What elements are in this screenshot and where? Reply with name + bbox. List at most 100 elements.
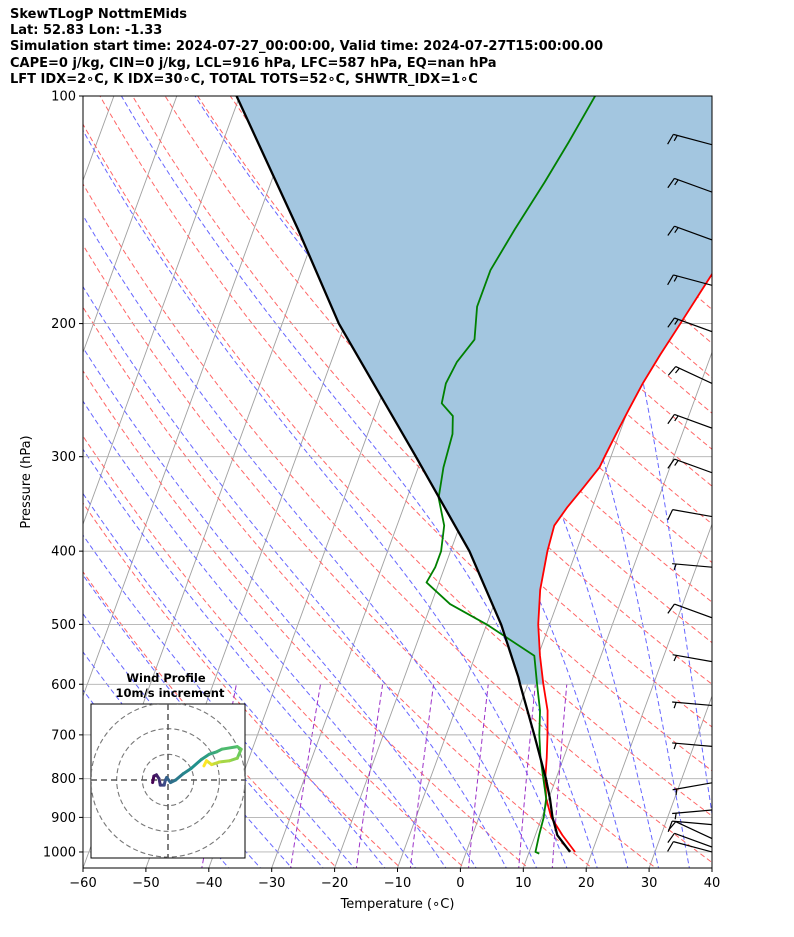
- x-tick-label: 10: [515, 876, 532, 891]
- hodograph-segment: [199, 752, 211, 761]
- wind-barb: [667, 458, 712, 474]
- y-tick-label: 500: [51, 618, 76, 633]
- wind-barb: [672, 782, 712, 796]
- wind-barb: [672, 809, 712, 820]
- hodograph-segment: [235, 747, 243, 760]
- wind-barb-staff: [674, 317, 712, 333]
- wind-barb-flag: [667, 841, 674, 852]
- y-axis-ticks: 1000 900 800 700 600 500 400 300 200 100: [43, 90, 83, 860]
- mixing-ratio-line: [551, 684, 568, 868]
- moist-adiabat-line: [83, 534, 355, 868]
- wind-barb-half-flag: [673, 655, 678, 662]
- x-tick-label: −60: [69, 876, 96, 891]
- dry-adiabat-line: [83, 502, 402, 868]
- wind-barb: [667, 225, 712, 241]
- y-tick-label: 300: [51, 450, 76, 465]
- wind-barb: [667, 820, 712, 833]
- cape-shade: [236, 96, 712, 685]
- x-tick-label: 30: [641, 876, 658, 891]
- wind-barb-flag: [667, 458, 675, 469]
- dry-adiabat-line: [99, 96, 712, 772]
- hodograph-segment: [217, 759, 232, 764]
- wind-barb: [667, 841, 712, 853]
- wind-barb-flag: [667, 134, 674, 145]
- moist-adiabat-line: [83, 448, 417, 868]
- x-axis-ticks: −60 −50 −40 −30 −20 −10 0 10 20 30 40: [69, 868, 720, 891]
- y-tick-label: 900: [51, 811, 76, 826]
- isotherm-line: [711, 866, 712, 868]
- wind-barb-half-flag: [673, 135, 678, 142]
- wind-barb-half-flag: [674, 179, 679, 186]
- wind-barb-staff: [672, 782, 712, 791]
- hodograph-segment: [181, 766, 193, 776]
- wind-barb-half-flag: [674, 319, 679, 325]
- mixing-ratio-line: [290, 684, 322, 868]
- wind-barb: [667, 832, 712, 848]
- mixing-ratio-line: [355, 684, 384, 868]
- wind-barb-staff: [672, 509, 712, 518]
- wind-barb: [667, 133, 712, 146]
- x-tick-label: 40: [704, 876, 721, 891]
- moist-adiabat-line: [83, 285, 507, 868]
- wind-barb: [667, 509, 712, 521]
- station-title: SkewTLogP NottmEMids: [10, 7, 188, 22]
- wind-barb-half-flag: [674, 415, 679, 422]
- y-tick-label: 200: [51, 317, 76, 332]
- wind-barb: [672, 563, 712, 571]
- x-axis-label: Temperature (∘C): [340, 897, 455, 912]
- sounding-header: SkewTLogP NottmEMids Lat: 52.83 Lon: -1.…: [10, 7, 790, 88]
- wind-barbs: [667, 133, 712, 853]
- positive-area-shading: [236, 96, 712, 685]
- x-tick-label: 0: [456, 876, 464, 891]
- wind-barb-staff: [672, 820, 712, 826]
- temperature-line: [537, 272, 712, 853]
- moist-adiabat-line: [291, 96, 660, 868]
- wind-barb: [667, 413, 712, 429]
- moist-adiabat-line: [83, 400, 447, 868]
- parcel-line: [235, 96, 571, 853]
- wind-barb-flag: [667, 832, 675, 843]
- y-tick-label: 400: [51, 545, 76, 560]
- moist-adiabat-line: [83, 574, 324, 868]
- dry-adiabat-line: [392, 96, 712, 414]
- wind-barb-half-flag: [673, 275, 678, 282]
- wind-barb-staff: [672, 654, 712, 663]
- hodograph-segment: [189, 757, 203, 770]
- profile-lines: [235, 96, 712, 855]
- wind-barb-staff: [673, 133, 712, 146]
- hodograph-rings: [91, 704, 245, 858]
- moist-adiabat-line: [83, 346, 477, 868]
- wind-barb-flag: [667, 366, 677, 376]
- wind-barb-half-flag: [674, 813, 677, 820]
- wind-barb-half-flag: [674, 227, 679, 234]
- x-tick-label: 20: [578, 876, 595, 891]
- hodograph-segment: [202, 759, 208, 768]
- x-tick-label: −50: [132, 876, 159, 891]
- mixing-ratio-line: [409, 684, 435, 868]
- wind-barb-half-flag: [674, 460, 679, 466]
- x-tick-label: −10: [384, 876, 411, 891]
- wind-barb-staff: [675, 365, 712, 384]
- dry-adiabat-line: [131, 96, 712, 728]
- y-tick-label: 100: [51, 90, 76, 105]
- wind-barb: [667, 365, 712, 384]
- x-tick-label: −20: [321, 876, 348, 891]
- stability-parameters: CAPE=0 j/kg, CIN=0 j/kg, LCL=916 hPa, LF…: [10, 55, 497, 71]
- moist-adiabat-line: [557, 96, 712, 818]
- hodograph-subtitle: 10m/s increment: [116, 686, 225, 700]
- dry-adiabat-line: [164, 96, 712, 685]
- wind-barb-flag: [667, 225, 675, 236]
- wind-barb-flag: [667, 603, 675, 614]
- wind-barb: [667, 274, 712, 286]
- wind-barb-half-flag: [673, 563, 677, 571]
- mixing-ratio-line: [468, 684, 489, 868]
- wind-barb-flag: [667, 274, 674, 286]
- wind-barb-staff: [675, 821, 712, 840]
- wind-barb: [667, 317, 712, 333]
- moist-adiabat-line: [83, 492, 386, 868]
- wind-barb-staff: [673, 274, 712, 286]
- isotherm-line: [648, 694, 712, 868]
- wind-barb-staff: [672, 701, 712, 707]
- wind-barb-half-flag: [673, 743, 677, 750]
